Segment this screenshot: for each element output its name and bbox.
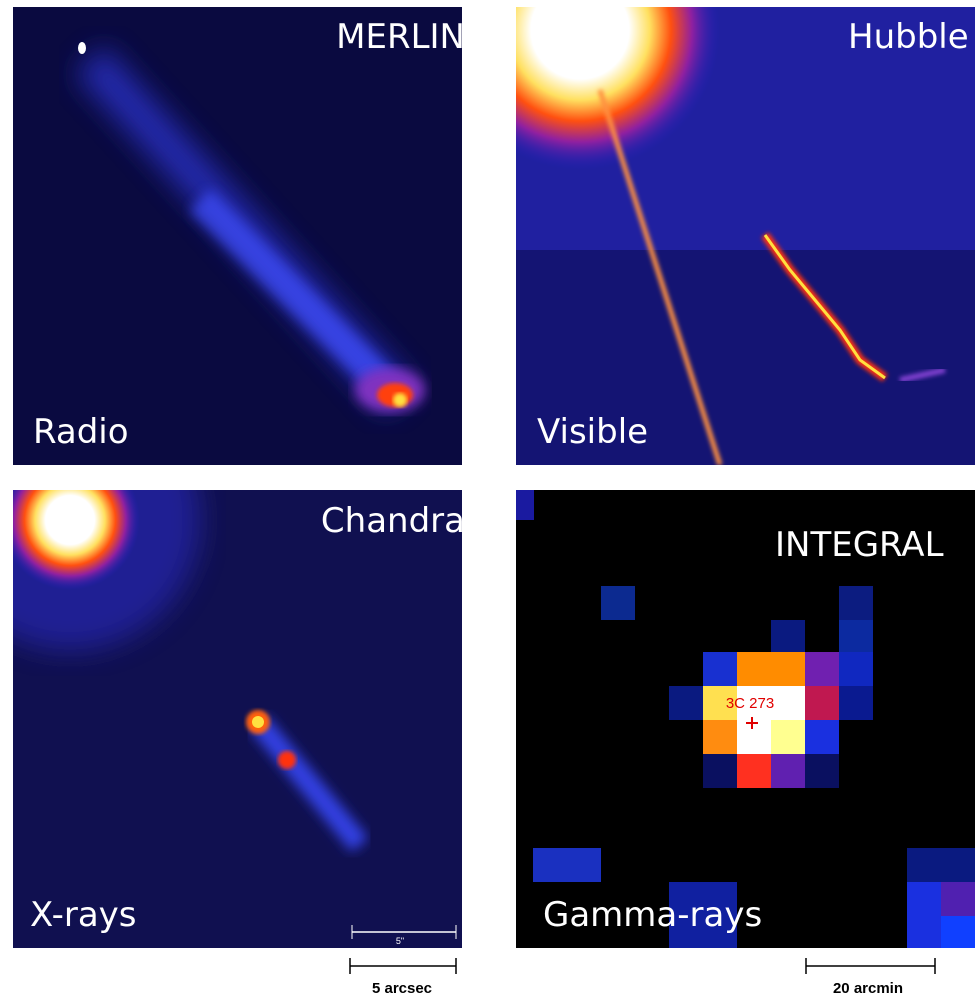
instrument-label: Chandra	[321, 501, 465, 541]
inner-scale-label: 5"	[396, 936, 404, 946]
source-label: 3C 273	[726, 695, 774, 712]
radio-panel	[13, 7, 462, 465]
band-label: Gamma-rays	[543, 895, 762, 935]
gamma-panel: 3C 273	[516, 490, 975, 948]
band-label: X-rays	[30, 895, 137, 935]
scale-bars	[349, 958, 936, 974]
instrument-label: INTEGRAL	[775, 525, 944, 565]
band-label: Visible	[537, 412, 648, 452]
visible-panel	[516, 7, 975, 465]
xray-panel: 5"	[13, 490, 462, 948]
scale-label: 20 arcmin	[833, 980, 903, 997]
instrument-label: Hubble	[848, 17, 969, 57]
band-label: Radio	[33, 412, 129, 452]
instrument-label: MERLIN	[336, 17, 465, 57]
scale-label: 5 arcsec	[372, 980, 432, 997]
